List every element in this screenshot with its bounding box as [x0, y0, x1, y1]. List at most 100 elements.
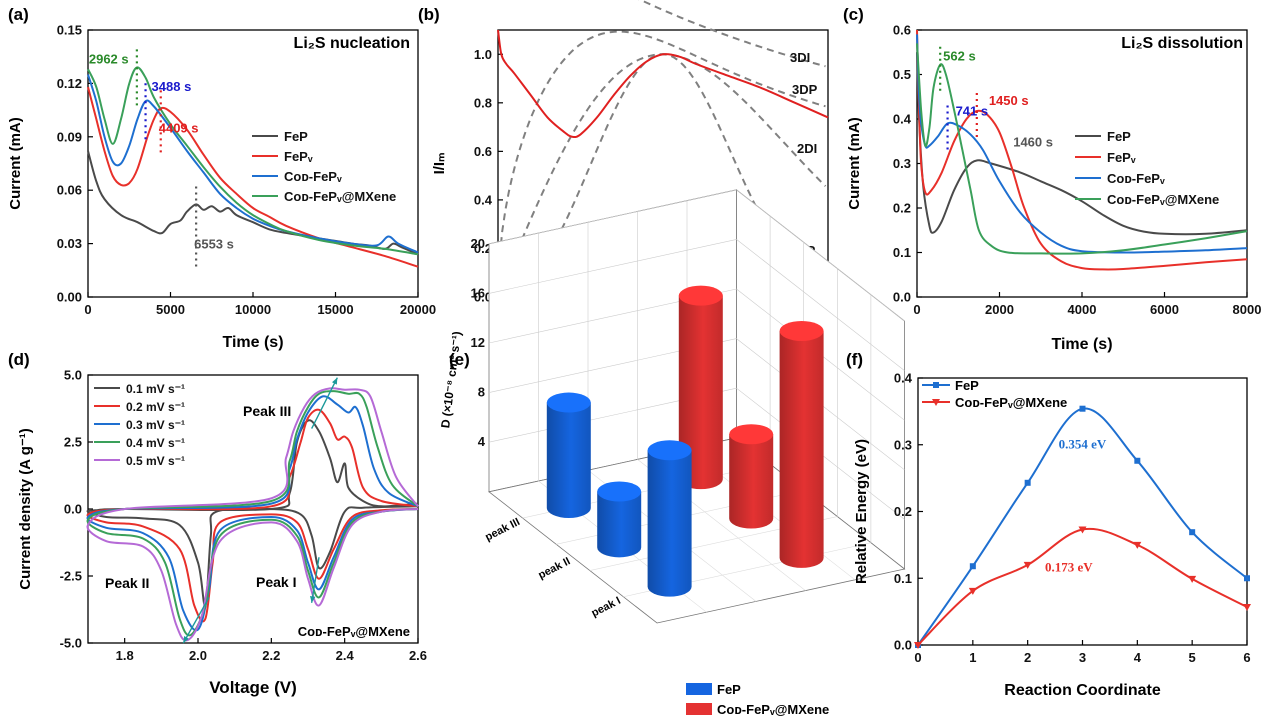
x-tick-label: 8000 — [1233, 302, 1262, 317]
x-tick-label: 2.2 — [262, 648, 280, 663]
y-axis-label: Relative Energy (eV) — [853, 439, 870, 584]
y-tick-label: 0.2 — [893, 201, 911, 216]
bar-cylinder — [729, 434, 774, 529]
legend-label: FePᵥ — [284, 149, 313, 164]
data-point — [1079, 405, 1086, 412]
y-tick-label: 0.4 — [893, 112, 912, 127]
legend-label: 0.4 mV s⁻¹ — [126, 436, 185, 450]
chart-e: 4 8 12 16 20 D (×10⁻⁸ cm² s⁻¹) peak III peak II… — [438, 188, 906, 717]
series-line — [916, 29, 1248, 271]
x-tick-label: 2.0 — [189, 648, 207, 663]
plot-frame — [916, 29, 1248, 298]
x-tick-label: 5000 — [156, 302, 185, 317]
chart-f: 0 1 2 3 4 5 6 0.0 0.1 0.2 0.3 0.4 Reaction Coordinat… — [853, 371, 1251, 699]
panel-label: (f) — [846, 350, 863, 369]
z-tick-label: 20 — [471, 236, 485, 251]
x-tick-label: 3 — [1079, 650, 1086, 665]
legend-label: Coᴅ-FePᵥ@MXene — [284, 189, 396, 204]
data-point — [914, 642, 922, 649]
x-tick-label: 4 — [1134, 650, 1142, 665]
y-tick-label: 0.3 — [893, 156, 911, 171]
peak-label: Peak II — [105, 575, 149, 591]
bar-cylinder — [678, 295, 723, 490]
annotation-label: 562 s — [943, 49, 976, 64]
data-point — [968, 587, 977, 595]
annotation-label: 4409 s — [159, 120, 199, 135]
y-tick-label: 0.2 — [894, 504, 912, 519]
x-tick-label: 6000 — [1150, 302, 1179, 317]
annotation-label: 741 s — [956, 103, 989, 118]
panel-label: (e) — [449, 350, 470, 369]
bar-top — [597, 481, 642, 502]
annotation-label: 6553 s — [194, 236, 234, 251]
x-tick-label: 4000 — [1068, 302, 1097, 317]
x-tick-label: 15000 — [317, 302, 353, 317]
x-tick-label: 0 — [913, 302, 920, 317]
chart-d: 1.8 2.0 2.2 2.4 2.6 -5.0 -2.5 0.0 2.5 5.0 Voltage … — [17, 368, 427, 698]
model-label: 3DI — [790, 50, 810, 65]
scan-arrow — [182, 597, 210, 644]
x-tick-label: 2.6 — [409, 648, 427, 663]
y-tick-label: 0.3 — [894, 437, 912, 452]
x-axis-label: Time (s) — [1051, 336, 1112, 353]
legend-label: Coᴅ-FePᵥ@MXene — [717, 702, 829, 717]
legend-label: Coᴅ-FePᵥ — [284, 169, 342, 184]
z-tick-label: 16 — [471, 285, 485, 300]
model-curve — [638, 0, 826, 68]
annotation-label: 3488 s — [152, 79, 192, 94]
y-tick-label: 5.0 — [64, 368, 82, 383]
z-axis-label: D (×10⁻⁸ cm² s⁻¹) — [438, 331, 464, 429]
y-tick-label: 0.0 — [474, 290, 492, 305]
y-tick-label: -2.5 — [60, 569, 82, 584]
annotation-label: 0.173 eV — [1045, 560, 1093, 575]
y-axis-label: Current (mA) — [846, 117, 863, 210]
scan-arrow — [311, 377, 338, 429]
bar-cylinder — [546, 402, 591, 518]
data-point — [1243, 603, 1251, 611]
data-point — [1189, 529, 1196, 536]
data-point — [1023, 561, 1032, 569]
y-tick-label: 0.1 — [893, 245, 911, 260]
chart-title: Li₂S nucleation — [294, 35, 410, 52]
y-tick-label: 2.5 — [64, 435, 82, 450]
bar-top — [647, 440, 692, 461]
z-tick-label: 8 — [478, 385, 485, 400]
peak-label: Peak I — [256, 574, 296, 590]
bar-cylinder — [779, 330, 824, 568]
bar-top — [678, 285, 723, 306]
y-tick-label: 0.4 — [474, 192, 493, 207]
legend-label: FeP — [955, 378, 979, 393]
legend-label: Coᴅ-FePᵥ@MXene — [1107, 192, 1219, 207]
x-tick-label: 0 — [914, 650, 921, 665]
x-tick-label: 2000 — [985, 302, 1014, 317]
annotation-label: 1450 s — [989, 93, 1029, 108]
plot-frame — [917, 377, 1248, 646]
y-tick-label: 0.6 — [474, 144, 492, 159]
y-tick-label: 0.0 — [64, 502, 82, 517]
legend-label: 0.2 mV s⁻¹ — [126, 400, 185, 414]
cv-curve — [86, 387, 419, 642]
y-tick-label: 0.5 — [893, 67, 911, 82]
category-label: peak II — [536, 555, 572, 581]
arrow-head — [331, 377, 338, 385]
grid-line — [736, 189, 905, 322]
data-point — [1024, 479, 1031, 486]
legend-label: FePᵥ — [1107, 150, 1136, 165]
chart-c: 0 2000 4000 6000 8000 0.0 0.1 0.2 0.3 0.4 0.5 0.6 Ti… — [846, 23, 1261, 354]
legend-marker — [932, 399, 940, 406]
cv-curve — [86, 408, 419, 623]
panel-label: (d) — [8, 350, 30, 369]
annotation-label: 0.354 eV — [1059, 437, 1107, 452]
y-tick-label: 0.12 — [57, 76, 82, 91]
annotation-label: 1460 s — [1013, 134, 1053, 149]
legend-label: Coᴅ-FePᵥ@MXene — [955, 395, 1067, 410]
x-axis-label: Voltage (V) — [209, 678, 297, 697]
x-tick-label: 20000 — [400, 302, 436, 317]
y-tick-label: 0.06 — [57, 183, 82, 198]
series-line — [87, 66, 419, 256]
arrow-head — [309, 596, 316, 603]
grid-line — [736, 239, 905, 371]
series-line — [916, 43, 1248, 255]
bar-top — [779, 320, 824, 341]
